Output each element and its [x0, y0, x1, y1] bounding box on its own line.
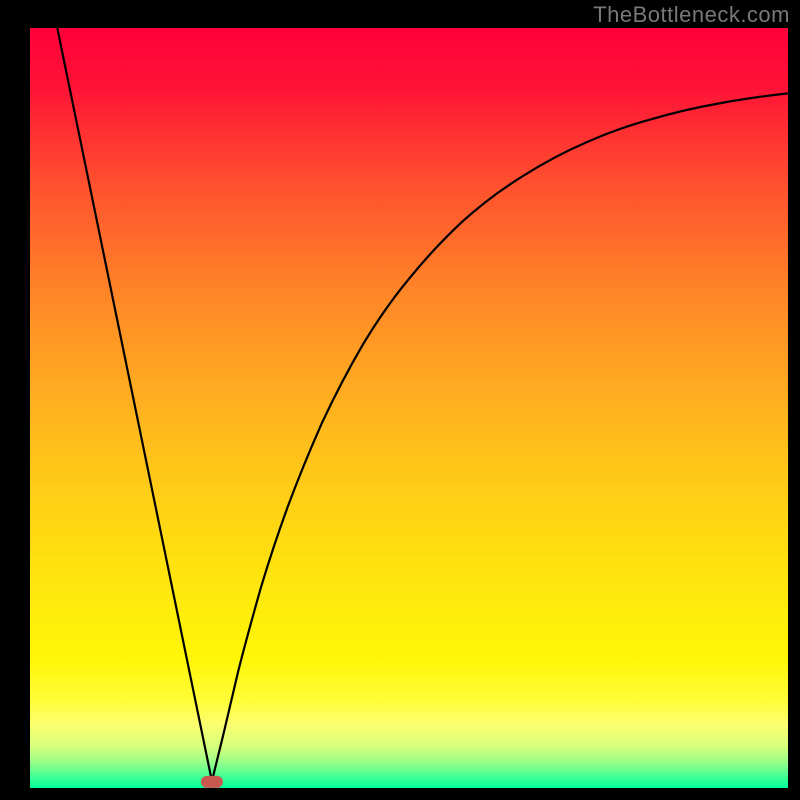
plot-svg	[30, 28, 788, 788]
plot-area	[30, 28, 788, 788]
chart-container: TheBottleneck.com	[0, 0, 800, 800]
vertex-marker	[201, 776, 223, 788]
watermark-text: TheBottleneck.com	[593, 2, 790, 28]
gradient-background	[30, 28, 788, 788]
